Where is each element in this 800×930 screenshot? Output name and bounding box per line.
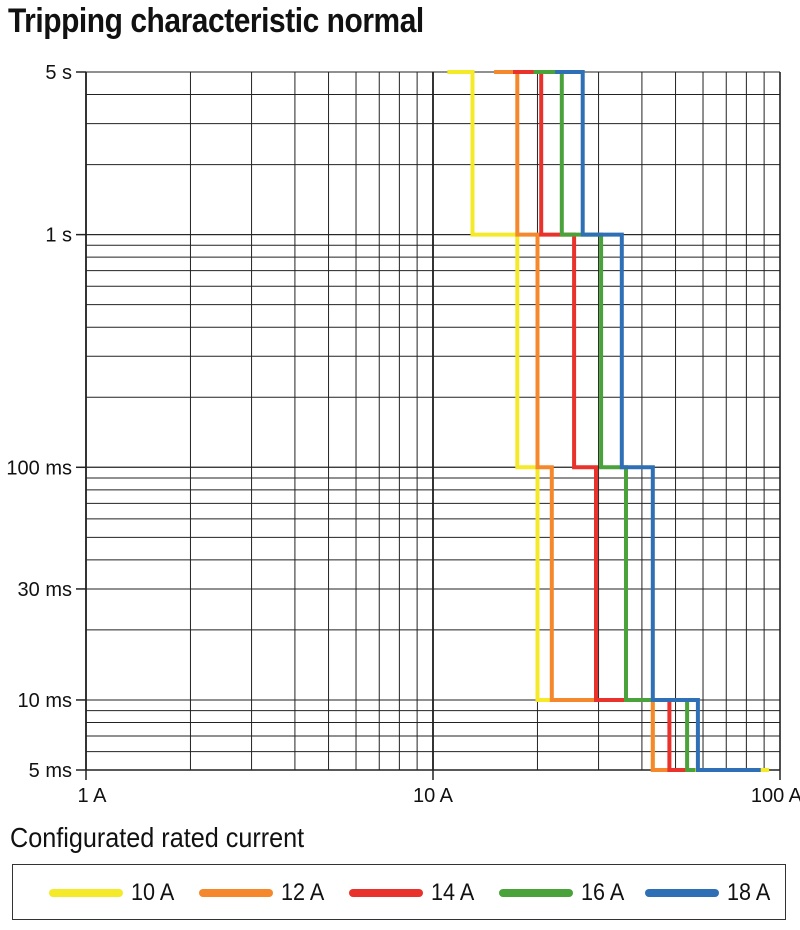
series-lines (447, 70, 770, 772)
legend-item: 10 A (49, 865, 179, 921)
legend-title: Configurated rated current (10, 822, 305, 853)
legend-item: 18 A (645, 865, 775, 921)
x-tick-label: 10 A (413, 785, 454, 807)
legend-label: 16 A (581, 879, 625, 906)
legend-item: 12 A (199, 865, 329, 921)
y-tick-label: 10 ms (18, 690, 72, 712)
legend-swatch (349, 889, 423, 897)
legend: 10 A 12 A 14 A 16 A 18 A (12, 864, 786, 920)
legend-swatch (199, 889, 273, 897)
y-tick-label: 1 s (45, 225, 72, 247)
legend-item: 14 A (349, 865, 479, 921)
series-line-18a (555, 70, 761, 772)
series-line-12a (494, 70, 670, 772)
chart-plot: 5 s 1 s 100 ms 30 ms 10 ms 5 ms 1 A 10 A 100 A (6, 62, 800, 807)
x-tick-label: 1 A (78, 785, 108, 807)
legend-swatch (49, 889, 123, 897)
series-line-14a (513, 70, 688, 772)
x-tick-label: 100 A (751, 785, 800, 807)
y-tick-label: 30 ms (18, 579, 72, 601)
y-tick-label: 100 ms (6, 457, 72, 479)
axis-labels: 5 s 1 s 100 ms 30 ms 10 ms 5 ms 1 A 10 A 100 A (6, 62, 800, 807)
legend-swatch (645, 889, 719, 897)
legend-swatch (499, 889, 573, 897)
y-tick-label: 5 s (45, 62, 72, 84)
legend-item: 16 A (499, 865, 629, 921)
grid-lines (85, 71, 781, 771)
legend-label: 10 A (131, 879, 175, 906)
y-tick-label: 5 ms (29, 760, 72, 782)
legend-label: 12 A (281, 879, 325, 906)
series-line-16a (533, 70, 696, 772)
legend-label: 14 A (431, 879, 475, 906)
series-line-10a (447, 70, 770, 772)
legend-label: 18 A (727, 879, 771, 906)
chart-title: Tripping characteristic normal (8, 2, 424, 40)
